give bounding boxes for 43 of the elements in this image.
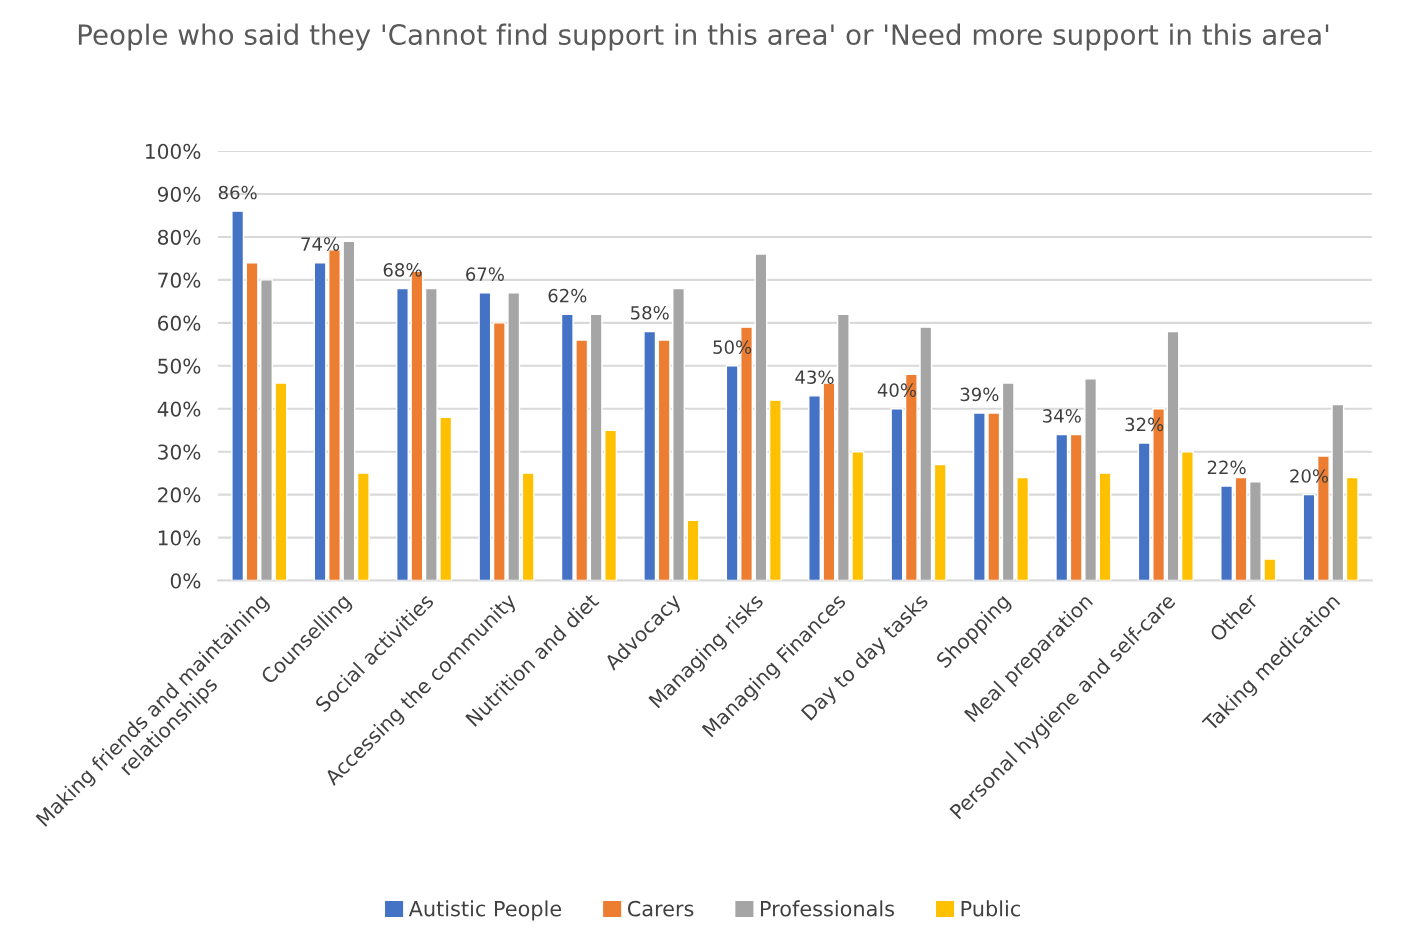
legend-label: Autistic People [408,900,562,921]
bar [1180,451,1194,581]
data-label: 39% [960,387,999,402]
y-tick-label: 40% [157,401,201,417]
y-tick-label: 10% [158,530,201,546]
bar [1234,476,1248,581]
data-label: 68% [383,263,422,277]
bar [478,292,492,581]
y-tick-label: 20% [158,487,201,503]
bar [1220,485,1234,581]
bar [231,210,245,581]
data-label: 86% [218,185,257,200]
bar [933,463,947,581]
data-label: 43% [795,370,834,385]
bar [1055,433,1069,581]
data-label: 22% [1207,460,1246,475]
data-label: 34% [1043,409,1081,423]
y-tick-label: 100% [146,143,201,159]
data-label: 74% [301,237,340,251]
data-label: 67% [466,267,504,281]
y-tick-label: 0% [170,573,201,589]
bar [686,519,700,581]
bar [1166,330,1180,581]
bar [768,399,782,581]
y-tick-label: 50% [158,358,201,374]
y-tick-label: 90% [157,186,201,202]
bar [890,408,904,581]
legend-label: Carers [627,900,694,917]
y-tick-label: 70% [158,272,201,288]
bar [521,472,535,581]
bar [1098,472,1112,581]
y-tick-label: 30% [158,444,201,460]
bar [1345,476,1359,581]
legend-label: Public [961,900,1020,917]
chart-title: People who said they 'Cannot find support in this area' or 'Need more support in this area' [78,23,1329,51]
bar [1302,493,1316,581]
legend-label: Professionals [761,900,894,917]
y-tick-label: 80% [158,229,201,245]
data-label: 62% [548,288,587,303]
y-tick-label: 60% [158,315,201,331]
bar [356,472,370,581]
bar [643,330,657,581]
data-label: 58% [631,305,669,320]
